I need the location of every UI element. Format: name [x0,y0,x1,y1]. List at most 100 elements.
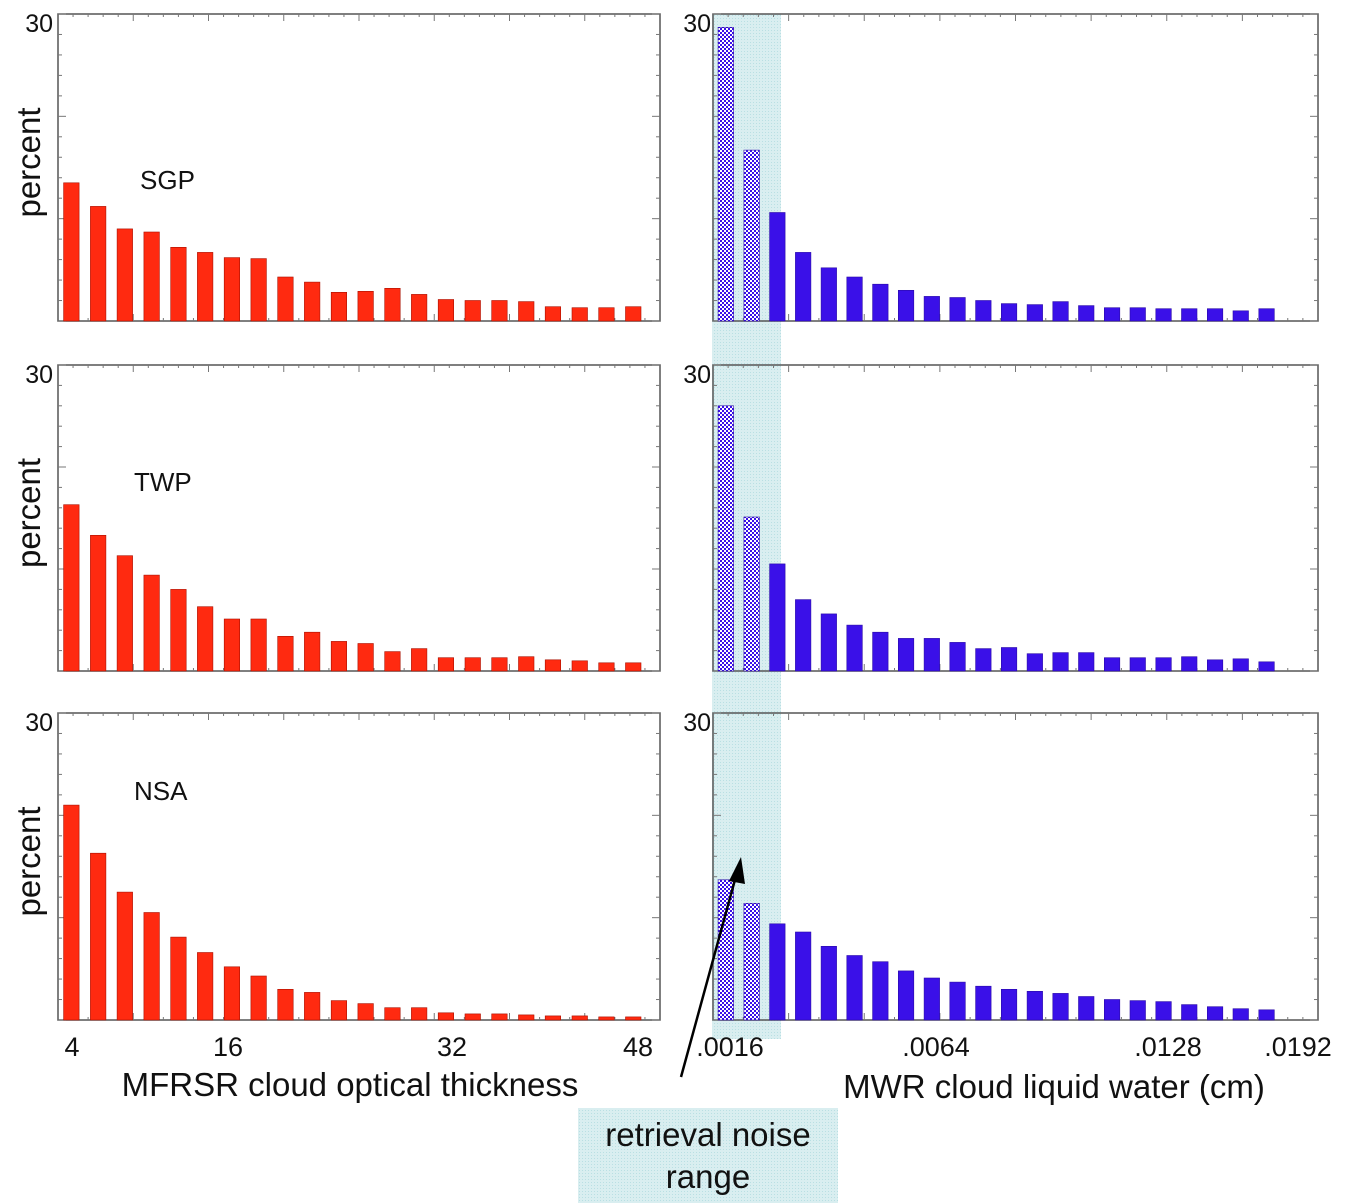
left-bottom-x-tick-label: 48 [623,1032,653,1062]
right-bottom-bar [975,985,992,1021]
right-top-bar [769,212,786,322]
left-bottom-x-tick-label: 16 [213,1032,243,1062]
right-bottom-bar [1078,996,1095,1021]
right-top-bar [795,252,812,322]
right-top-bar [743,149,760,322]
left-middle-bar [518,656,535,672]
left-bottom-bar [223,966,240,1021]
retrieval-noise-label-box [578,1108,838,1203]
site-label-sgp: SGP [140,165,195,195]
left-middle-bar [437,657,455,672]
left-middle-bar [491,657,508,672]
right-top-bar [1181,308,1198,322]
left-middle-bar [330,641,348,672]
right-x-axis-label: MWR cloud liquid water (cm) [843,1068,1265,1105]
left-top-bar [143,231,160,322]
right-bottom-bar [1000,988,1018,1021]
left-bottom-bar [598,1016,615,1021]
left-top-bar [250,258,267,322]
right-bottom-bar [846,955,863,1021]
right-middle-bar [1129,657,1146,672]
left-top-bar [625,306,642,322]
left-middle-bar [250,618,267,672]
right-middle-bar [1052,652,1069,672]
right-middle-ytick-label-30: 30 [683,361,711,389]
right-bottom-bar [1181,1004,1198,1021]
right-top-bar [872,283,889,322]
left-bottom-bar [143,912,160,1021]
left-middle-bar [197,606,214,672]
left-middle-bar [571,660,588,672]
noise-arrow-head [729,857,745,884]
right-bottom-bar [1052,993,1069,1021]
right-bottom-ytick-label-30: 30 [683,709,711,737]
right-top-bar [1258,308,1275,322]
retrieval-noise-label-line1: retrieval noise [605,1116,810,1153]
left-top-bar [197,252,214,322]
left-middle-bar [464,657,481,672]
right-middle-bar [1026,653,1043,672]
right-bottom-x-tick-label: .0016 [696,1032,764,1062]
left-top-bar [277,276,294,322]
right-middle-bar [897,638,915,672]
right-middle-bar [1104,657,1121,672]
left-top-bar [437,299,455,322]
right-top-bar [846,276,863,322]
left-middle-bar [411,648,428,672]
right-middle-bar [1181,656,1198,672]
right-middle-bar [1000,647,1018,672]
left-middle-bar [143,574,160,672]
right-middle-bar [975,648,992,672]
right-top-bar [1207,308,1224,322]
left-bottom-bar [116,891,133,1021]
left-middle-bar [625,662,642,672]
right-bottom-x-tick-label: .0192 [1264,1032,1332,1062]
left-bottom-bar [411,1007,428,1021]
left-middle-bar [170,589,187,672]
left-bottom-bar [544,1015,562,1021]
left-bottom-x-tick-label: 4 [64,1032,79,1062]
right-top-bar [717,26,734,322]
site-label-nsa: NSA [134,776,188,806]
retrieval-noise-label-line2: range [666,1158,750,1195]
right-top-bar [1078,305,1095,322]
left-middle-bar [63,504,80,672]
right-middle-bar [923,638,940,672]
left-bottom-bar [357,1003,374,1021]
left-top-bar [491,300,508,322]
left-middle-bar [304,631,321,672]
right-top-panel: 30 [683,10,1319,322]
left-bottom-bar [491,1013,508,1021]
right-top-bar [923,296,940,322]
right-bottom-bar [1155,1001,1172,1021]
left-top-bar [571,307,588,322]
left-top-panel: 30 percent SGP [10,10,661,322]
left-top-bar [464,300,481,322]
site-label-twp: TWP [134,467,192,497]
left-middle-bar [544,659,562,672]
right-top-bar [897,289,915,322]
left-bottom-bar [304,992,321,1021]
left-top-bar [411,294,428,322]
right-bottom-bar [1232,1008,1249,1021]
right-bottom-bar [743,902,760,1021]
left-middle-bar [357,643,374,672]
left-bottom-bar [277,988,294,1021]
left-x-axis-label: MFRSR cloud optical thickness [122,1066,579,1103]
right-top-bar [1052,301,1069,322]
right-middle-bar [846,624,863,672]
left-bottom-bar [518,1014,535,1021]
left-top-bar [330,291,348,322]
right-bottom-bar [872,961,889,1021]
right-middle-bar [717,405,734,672]
right-bottom-bar [1258,1009,1275,1021]
left-middle-bar [90,534,107,672]
right-bottom-bar [769,923,786,1021]
right-bottom-bar [1026,990,1043,1021]
left-top-bar [223,257,240,322]
right-bottom-bar [1129,1000,1146,1021]
left-bottom-bar [250,975,267,1021]
right-top-bar [820,267,837,322]
left-top-bar [116,228,133,322]
